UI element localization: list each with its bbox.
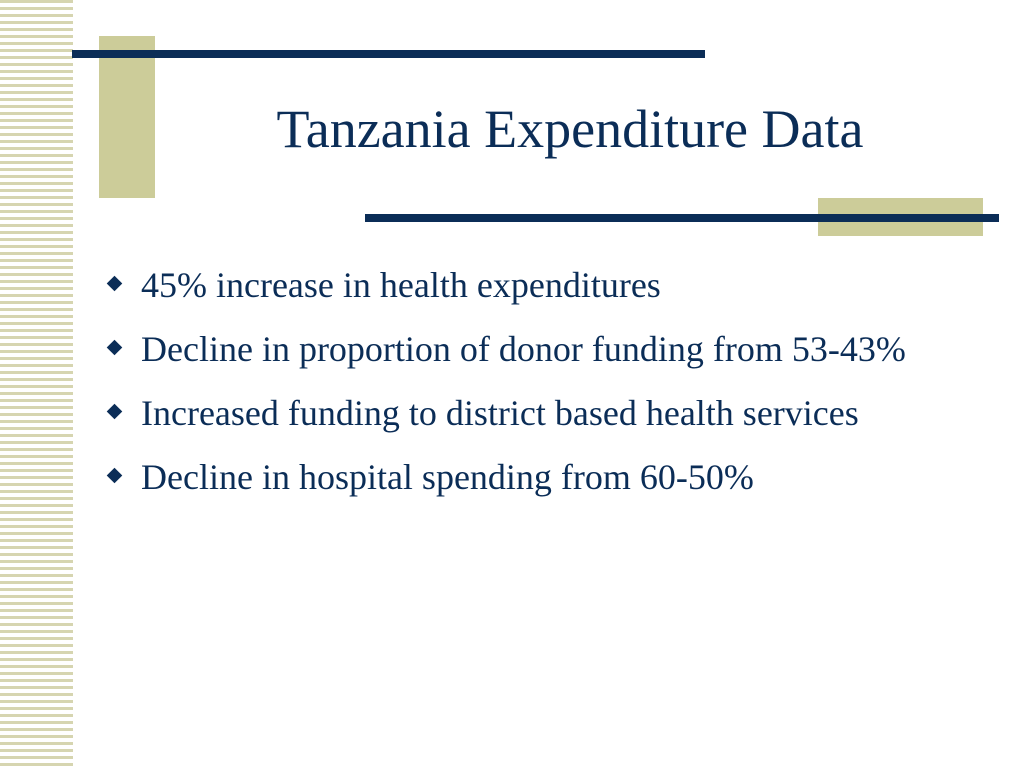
diamond-icon [106,467,123,484]
title-bottom-rule [365,214,999,222]
diamond-icon [106,403,123,420]
bullet-item: Decline in hospital spending from 60-50% [105,450,985,504]
bullet-item: 45% increase in health expenditures [105,258,985,312]
diamond-icon [106,275,123,292]
bullet-item: Increased funding to district based heal… [105,386,985,440]
bullet-item: Decline in proportion of donor funding f… [105,322,985,376]
bullet-text: Decline in proportion of donor funding f… [141,329,906,369]
left-stripe-band [0,0,73,768]
diamond-icon [106,339,123,356]
slide-title: Tanzania Expenditure Data [276,99,864,159]
bullet-text: Increased funding to district based heal… [141,393,859,433]
title-top-rule [72,50,705,58]
bullet-text: 45% increase in health expenditures [141,265,661,305]
bullet-list: 45% increase in health expenditures Decl… [105,258,985,514]
title-accent-block-left [99,36,155,198]
bullet-text: Decline in hospital spending from 60-50% [141,457,754,497]
